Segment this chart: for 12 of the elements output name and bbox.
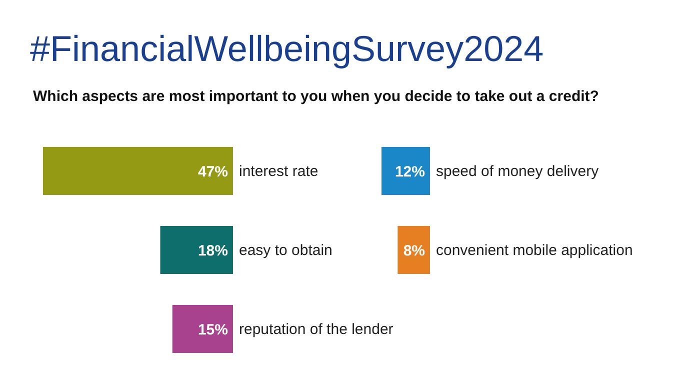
data-label: 15% <box>198 321 228 338</box>
chart-title: #FinancialWellbeingSurvey2024 <box>30 28 544 70</box>
data-label: 47% <box>198 163 228 180</box>
y-tick-label: reputation of the lender <box>239 320 394 338</box>
text: Which aspects are most important to you when you decide to take out a credit? <box>33 88 599 105</box>
y-tick-label: interest rate <box>239 162 318 180</box>
data-label: 12% <box>394 163 425 180</box>
y-tick-label: convenient mobile application <box>436 242 633 259</box>
y-tick-label: speed of money delivery <box>436 162 600 180</box>
y-tick-label: easy to obtain <box>239 242 332 259</box>
data-label: 18% <box>198 242 228 260</box>
data-label: 8% <box>403 242 425 260</box>
